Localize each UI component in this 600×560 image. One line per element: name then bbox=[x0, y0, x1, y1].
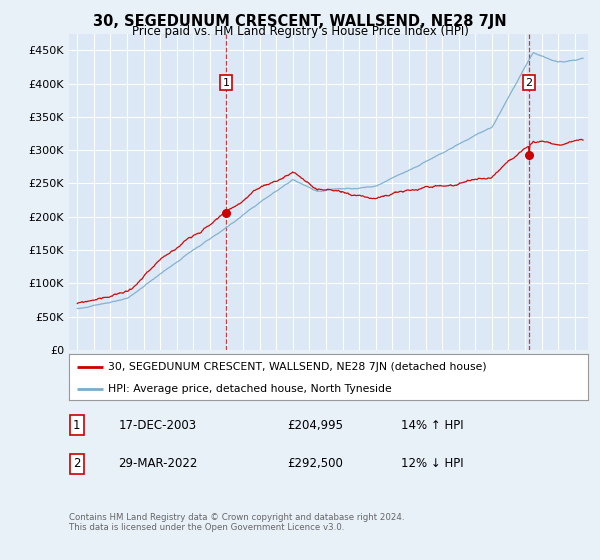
Text: Price paid vs. HM Land Registry's House Price Index (HPI): Price paid vs. HM Land Registry's House … bbox=[131, 25, 469, 38]
Text: 17-DEC-2003: 17-DEC-2003 bbox=[118, 418, 196, 432]
Text: 14% ↑ HPI: 14% ↑ HPI bbox=[401, 418, 464, 432]
Text: 1: 1 bbox=[223, 78, 229, 88]
Text: HPI: Average price, detached house, North Tyneside: HPI: Average price, detached house, Nort… bbox=[108, 384, 392, 394]
Text: £292,500: £292,500 bbox=[287, 458, 343, 470]
Text: 29-MAR-2022: 29-MAR-2022 bbox=[118, 458, 197, 470]
Text: 30, SEGEDUNUM CRESCENT, WALLSEND, NE28 7JN: 30, SEGEDUNUM CRESCENT, WALLSEND, NE28 7… bbox=[93, 14, 507, 29]
Text: 2: 2 bbox=[526, 78, 533, 88]
Text: 12% ↓ HPI: 12% ↓ HPI bbox=[401, 458, 464, 470]
Text: 30, SEGEDUNUM CRESCENT, WALLSEND, NE28 7JN (detached house): 30, SEGEDUNUM CRESCENT, WALLSEND, NE28 7… bbox=[108, 362, 487, 372]
Text: This data is licensed under the Open Government Licence v3.0.: This data is licensed under the Open Gov… bbox=[69, 523, 344, 532]
Text: 1: 1 bbox=[73, 418, 80, 432]
Text: 2: 2 bbox=[73, 458, 80, 470]
Text: £204,995: £204,995 bbox=[287, 418, 343, 432]
Text: Contains HM Land Registry data © Crown copyright and database right 2024.: Contains HM Land Registry data © Crown c… bbox=[69, 513, 404, 522]
